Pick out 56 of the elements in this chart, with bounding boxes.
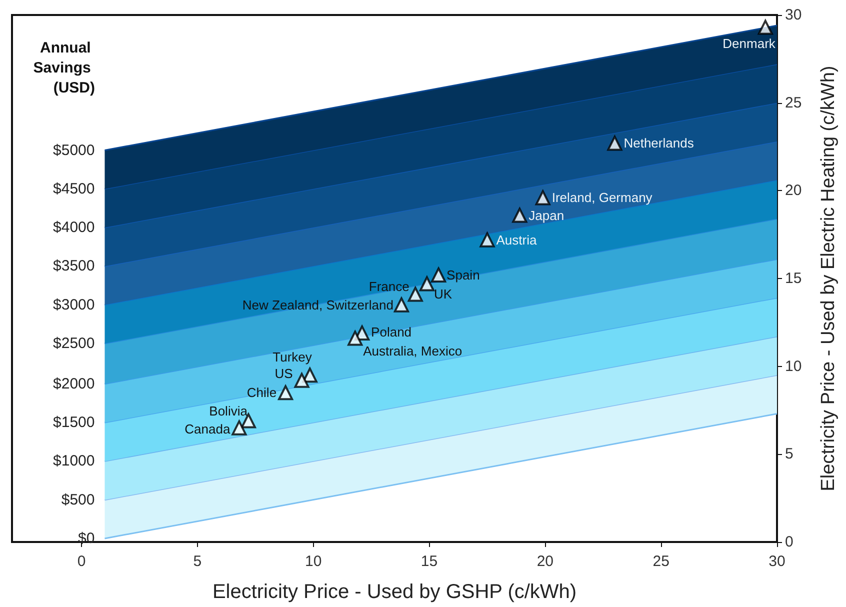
point bbox=[294, 372, 310, 388]
annotation: $1000 bbox=[53, 452, 95, 470]
x-tick-label: 20 bbox=[536, 553, 554, 570]
annotation: Spain bbox=[446, 267, 480, 282]
x-axis-title: Electricity Price - Used by GSHP (c/kWh) bbox=[212, 581, 577, 603]
x-tick-label: 5 bbox=[193, 553, 202, 570]
x-tick-label: 0 bbox=[77, 553, 86, 570]
annotation: UK bbox=[434, 286, 452, 302]
annotation: Chile bbox=[246, 385, 277, 400]
y-tick-label: 25 bbox=[785, 94, 802, 112]
y-tick-label: 0 bbox=[785, 534, 794, 550]
annotation: $1500 bbox=[53, 414, 95, 432]
x-tick-label: 25 bbox=[652, 553, 670, 570]
annotation: Turkey bbox=[272, 350, 312, 365]
annotation: Annual Savings (USD) bbox=[33, 40, 95, 96]
y-tick-label: 20 bbox=[785, 182, 802, 200]
annotation: $2500 bbox=[53, 334, 95, 352]
annotation: $4000 bbox=[53, 219, 95, 236]
annotation: Denmark bbox=[722, 36, 776, 51]
point bbox=[278, 385, 294, 400]
point bbox=[408, 286, 423, 302]
point bbox=[232, 420, 247, 436]
point bbox=[480, 232, 495, 248]
annotation: $3000 bbox=[53, 296, 95, 314]
annotation: Canada bbox=[184, 421, 231, 436]
annotation: $4500 bbox=[53, 180, 95, 198]
annotation: $2000 bbox=[53, 375, 95, 392]
annotation: Bolivia bbox=[209, 403, 248, 418]
annotation: New Zealand, Switzerland bbox=[242, 297, 394, 312]
y-tick-label: 5 bbox=[785, 446, 794, 463]
annotation: US bbox=[274, 366, 294, 381]
point bbox=[394, 297, 409, 312]
y-axis-title: Electricity Price - Used by Electric Heating (c/kWh) bbox=[818, 66, 839, 492]
annotation: $500 bbox=[61, 491, 95, 508]
annotation: Australia, Mexico bbox=[363, 344, 462, 359]
point bbox=[758, 20, 773, 35]
point bbox=[431, 267, 446, 282]
annotation: Austria bbox=[496, 232, 538, 248]
annotation: Netherlands bbox=[624, 136, 694, 151]
y-tick-label: 15 bbox=[785, 270, 802, 287]
annotation: $5000 bbox=[53, 142, 95, 159]
annotation: Poland bbox=[371, 324, 412, 340]
annotation: Ireland, Germany bbox=[552, 190, 653, 206]
point bbox=[535, 190, 550, 206]
point bbox=[348, 330, 363, 346]
y-tick-label: 30 bbox=[785, 6, 802, 24]
point bbox=[302, 368, 318, 383]
annotation: Japan bbox=[528, 208, 564, 223]
point bbox=[512, 208, 528, 223]
x-tick-label: 15 bbox=[420, 553, 438, 570]
point bbox=[607, 136, 622, 151]
y-tick-label: 10 bbox=[785, 358, 802, 375]
x-tick-label: 10 bbox=[305, 553, 322, 570]
point bbox=[419, 276, 434, 292]
annotation: France bbox=[368, 278, 410, 294]
annotation: $3500 bbox=[53, 258, 95, 275]
